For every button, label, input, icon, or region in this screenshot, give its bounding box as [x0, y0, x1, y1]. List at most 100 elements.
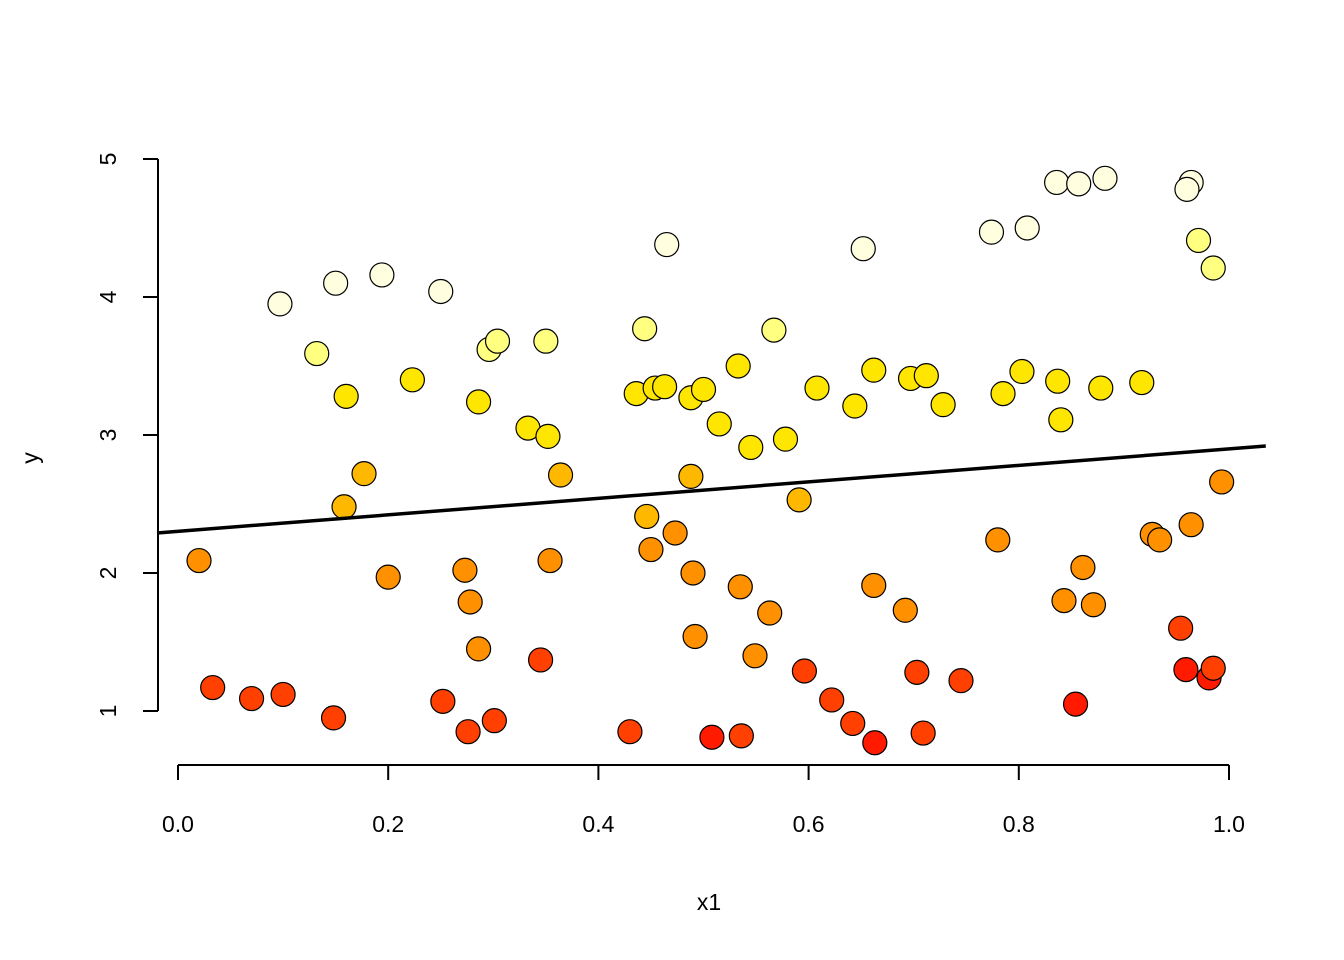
- data-point: [1174, 176, 1200, 202]
- data-point: [430, 688, 456, 714]
- data-point: [481, 708, 507, 734]
- data-point: [1070, 554, 1096, 581]
- data-point: [351, 461, 377, 487]
- data-point: [652, 374, 678, 400]
- points-layer: [186, 165, 1235, 756]
- y-tick-label: 2: [95, 567, 121, 580]
- data-point: [320, 705, 347, 731]
- data-point: [369, 262, 395, 288]
- data-point: [678, 463, 704, 489]
- data-point: [1173, 656, 1199, 683]
- x-tick-label: 0.8: [1003, 811, 1035, 837]
- y-ticks: 1 2 3 4 5: [95, 153, 158, 718]
- data-point: [1178, 512, 1204, 538]
- data-point: [706, 411, 732, 437]
- data-point: [840, 710, 866, 737]
- data-point: [861, 357, 887, 383]
- data-point: [333, 383, 359, 409]
- data-point: [331, 494, 357, 520]
- data-point: [904, 659, 930, 685]
- y-axis: 1 2 3 4 5: [95, 153, 159, 718]
- data-point: [728, 723, 754, 749]
- data-point: [791, 658, 817, 684]
- data-point: [913, 363, 939, 389]
- data-point: [547, 462, 574, 488]
- data-point: [465, 389, 492, 415]
- data-point: [399, 367, 425, 393]
- y-tick-label: 4: [95, 290, 121, 303]
- data-point: [537, 547, 563, 574]
- data-point: [1092, 165, 1118, 191]
- data-point: [725, 353, 751, 379]
- data-point: [804, 375, 830, 401]
- x-tick-label: 1.0: [1213, 811, 1245, 837]
- data-point: [457, 589, 483, 615]
- data-point: [910, 720, 936, 746]
- data-point: [1066, 171, 1092, 197]
- data-point: [850, 236, 876, 262]
- data-point: [1048, 407, 1074, 433]
- x-tick-label: 0.2: [372, 811, 404, 837]
- data-point: [738, 434, 764, 461]
- data-point: [978, 219, 1005, 245]
- x-axis-title: x1: [697, 889, 721, 915]
- data-point: [727, 574, 753, 600]
- data-point: [617, 719, 643, 745]
- x-tick-label: 0.4: [582, 811, 614, 837]
- x-tick-label: 0.0: [162, 811, 194, 837]
- data-point: [985, 527, 1011, 553]
- x-ticks: 0.0 0.2 0.4 0.6 0.8 1.0: [162, 765, 1245, 837]
- data-point: [1185, 227, 1212, 254]
- data-point: [1209, 469, 1235, 495]
- data-point: [948, 668, 974, 694]
- x-tick-label: 0.6: [793, 811, 825, 837]
- data-point: [270, 681, 296, 708]
- data-point: [1168, 615, 1194, 641]
- data-point: [654, 231, 680, 258]
- data-point: [638, 536, 664, 563]
- data-point: [1088, 375, 1114, 401]
- data-point: [527, 647, 554, 673]
- data-point: [842, 393, 868, 419]
- data-point: [1062, 691, 1089, 717]
- data-point: [682, 623, 708, 650]
- data-point: [786, 487, 812, 513]
- data-point: [930, 392, 956, 418]
- data-point: [1051, 587, 1077, 614]
- data-point: [323, 270, 349, 296]
- x-axis: 0.0 0.2 0.4 0.6 0.8 1.0: [162, 764, 1245, 837]
- data-point: [761, 317, 787, 343]
- data-point: [186, 547, 212, 574]
- data-point: [1200, 655, 1226, 681]
- data-point: [862, 730, 888, 756]
- y-tick-label: 5: [95, 153, 121, 166]
- regression-line: [156, 444, 1266, 535]
- data-point: [861, 572, 887, 599]
- data-point: [452, 557, 478, 583]
- data-point: [990, 381, 1016, 407]
- data-point: [238, 685, 265, 712]
- data-point: [375, 564, 401, 590]
- data-point: [892, 597, 918, 623]
- data-point: [1129, 369, 1155, 396]
- data-point: [304, 340, 330, 367]
- data-point: [484, 328, 511, 354]
- data-point: [533, 328, 559, 354]
- data-point: [680, 560, 706, 586]
- data-point: [535, 423, 561, 449]
- data-point: [757, 600, 783, 626]
- data-point: [428, 278, 454, 305]
- data-point: [632, 316, 658, 342]
- data-point: [1014, 215, 1040, 241]
- y-tick-label: 3: [95, 429, 121, 442]
- data-point: [690, 376, 717, 403]
- y-tick-label: 1: [95, 705, 121, 718]
- data-point: [1045, 368, 1071, 394]
- data-point: [699, 724, 725, 750]
- data-point: [772, 426, 799, 452]
- y-axis-title: y: [17, 452, 43, 464]
- data-point: [455, 719, 481, 745]
- data-point: [1147, 527, 1173, 553]
- data-point: [200, 674, 226, 701]
